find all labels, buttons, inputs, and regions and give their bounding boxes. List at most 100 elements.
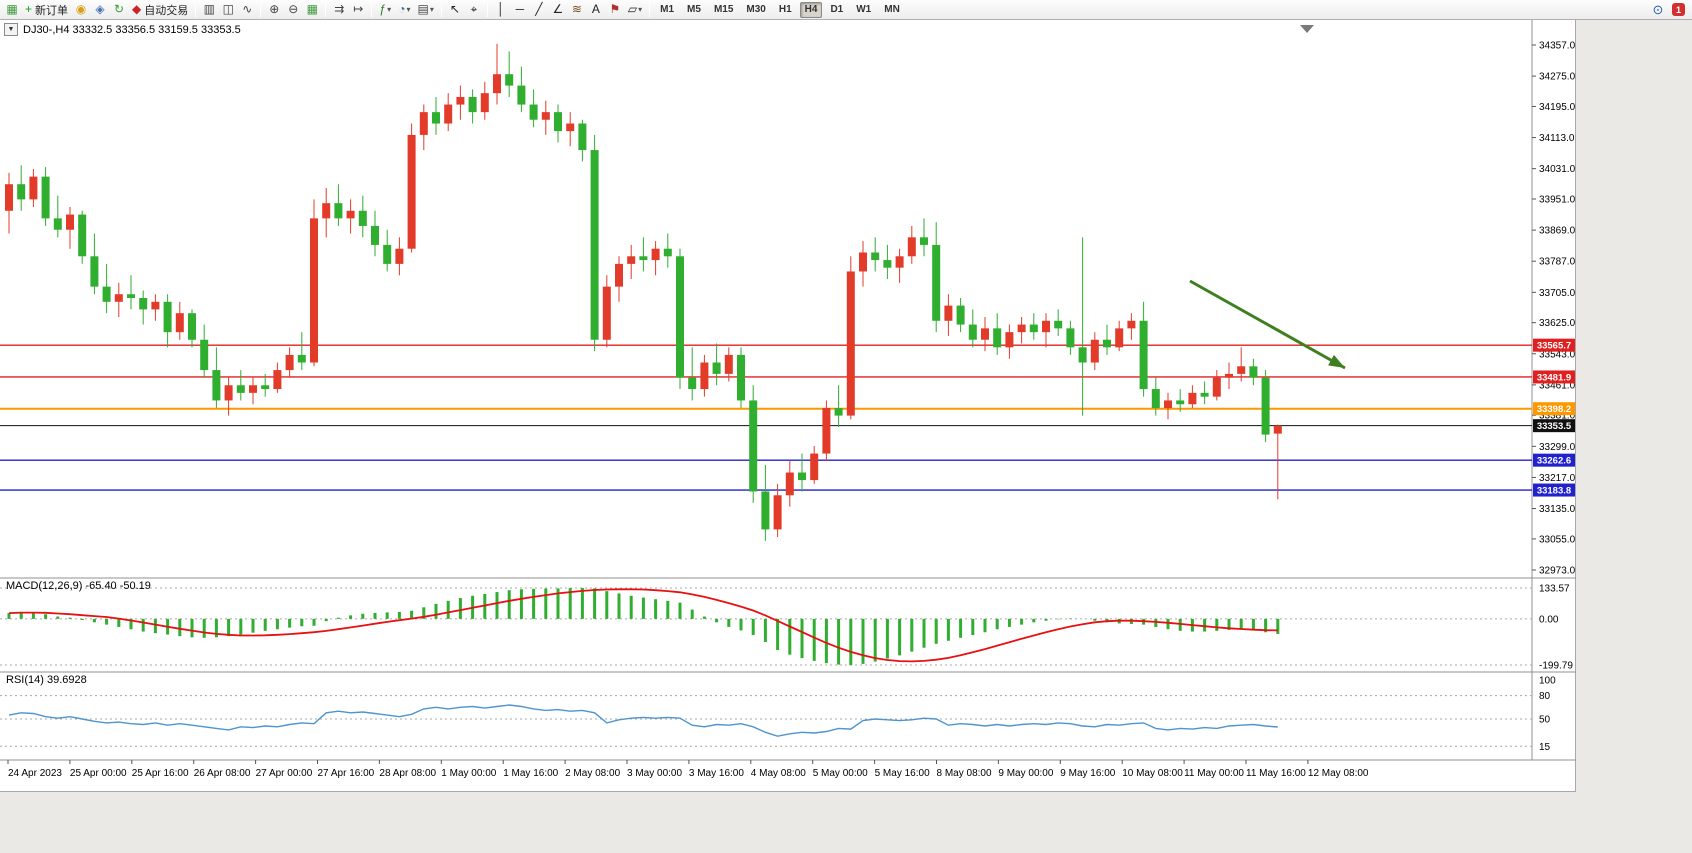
toolbar-separator [486, 2, 488, 17]
timeframe-m1-button[interactable]: M1 [660, 4, 675, 15]
candle-body [188, 313, 196, 340]
candle-body [566, 123, 575, 132]
price-chart[interactable]: 34357.0 34275.0 34195.0 34113.0 34031.0 33951… [0, 20, 1576, 792]
vertical-line-button[interactable]: │ [492, 1, 510, 18]
timeframe-w1-button[interactable]: W1 [856, 4, 872, 15]
candle-body [224, 385, 233, 401]
candle-body [1139, 320, 1148, 390]
notification-badge[interactable]: 1 [1672, 3, 1685, 16]
candle-body [968, 324, 977, 340]
indicators-button[interactable]: ƒ ▾ [376, 1, 394, 18]
new-chart-button[interactable]: ▦ [3, 1, 21, 18]
candle-body [724, 354, 733, 374]
fibonacci-button[interactable]: ≋ [568, 1, 586, 18]
candle-body [1029, 324, 1038, 333]
timeframe-h1-button[interactable]: H1 [778, 4, 792, 15]
candle-body [1115, 328, 1124, 348]
candle-body [944, 305, 953, 321]
macd-signal-line [8, 588, 1278, 663]
time-axis-label: 11 May 16:00 [1246, 768, 1306, 779]
candle-body [200, 339, 209, 371]
candlestick-chart-icon: ◫ [222, 2, 234, 16]
candle-body [346, 210, 355, 219]
candle-body [114, 294, 123, 302]
zoom-in-button[interactable]: ⊕ [265, 1, 283, 18]
auto-scroll-button[interactable]: ⇉ [330, 1, 348, 18]
main-toolbar: ▦ + 新订单 ◉ ◈ ↻ ◆ 自动交易 ▥ ◫ ∿ ⊕ ⊖ ▦ ⇉ ↦ ƒ ▾ ◔ ▾ ▤ ▾ ↖ ⌖ │ ─ ╱ ∠ ≋ A ⚑ ▱ ▾ M1… [0, 0, 1692, 20]
candle-body [834, 408, 843, 416]
macd-scale-label: 133.57 [1539, 584, 1570, 595]
symbol-dropdown-button[interactable]: ▼ [4, 23, 18, 36]
crosshair-button[interactable]: ⌖ [465, 1, 483, 18]
line-chart-button[interactable]: ∿ [238, 1, 256, 18]
candle-body [151, 301, 160, 310]
horizontal-line-button[interactable]: ─ [511, 1, 529, 18]
dropdown-arrow-icon: ▾ [387, 5, 392, 14]
cursor-button[interactable]: ↖ [446, 1, 464, 18]
new-order-button[interactable]: + 新订单 [22, 1, 71, 18]
autotrading-button-label: 自动交易 [144, 4, 189, 17]
candle-body [993, 328, 1002, 348]
trend-arrow-annotation[interactable] [1189, 279, 1348, 373]
resistance-line-lower-badge-label: 33481.9 [1537, 372, 1571, 383]
search-icon-button[interactable]: ⊙ [1652, 1, 1664, 17]
arrows-tool-button[interactable]: ⚑ [606, 1, 624, 18]
candle-body [1212, 377, 1221, 397]
candle-body [907, 237, 916, 257]
resistance-line-upper-badge-label: 33565.7 [1537, 341, 1571, 352]
templates-menu-button[interactable]: ▤ ▾ [415, 1, 437, 18]
trendline-button[interactable]: ╱ [530, 1, 548, 18]
zoom-out-button[interactable]: ⊖ [284, 1, 302, 18]
time-axis-label: 9 May 16:00 [1060, 768, 1115, 779]
price-tick-label: 33787.0 [1539, 257, 1576, 268]
timeframe-m30-button[interactable]: M30 [746, 4, 766, 15]
timeframe-h4-button[interactable]: H4 [799, 1, 823, 18]
tile-windows-button[interactable]: ▦ [303, 1, 321, 18]
market-watch-icon: ◉ [75, 2, 87, 16]
data-window-button[interactable]: ◈ [91, 1, 109, 18]
shapes-button[interactable]: ▱ ▾ [625, 1, 645, 18]
panel-frame [0, 20, 1576, 761]
dropdown-arrow-icon: ▾ [406, 5, 411, 14]
line-chart-icon: ∿ [242, 2, 253, 16]
channel-button[interactable]: ∠ [549, 1, 567, 18]
price-tick-label: 33869.0 [1539, 226, 1576, 237]
candle-body [1225, 373, 1233, 378]
candle-body [1005, 332, 1014, 348]
candlestick-chart-button[interactable]: ◫ [219, 1, 237, 18]
timeframe-d1-button[interactable]: D1 [830, 4, 844, 15]
timeframe-m15-button[interactable]: M15 [713, 4, 734, 15]
current-price-line-badge [1533, 419, 1575, 433]
chart-shift-marker[interactable] [1300, 25, 1314, 33]
candle-body [651, 248, 660, 261]
auto-scroll-icon: ⇉ [334, 2, 345, 16]
timeframe-mn-button[interactable]: MN [884, 4, 900, 15]
time-axis-label: 1 May 00:00 [441, 768, 496, 779]
price-tick-label: 33625.0 [1539, 318, 1576, 329]
autotrading-button[interactable]: ◆ 自动交易 [129, 1, 191, 18]
autotrading-icon: ◆ [132, 2, 142, 16]
macd-label: MACD(12,26,9) -65.40 -50.19 [6, 580, 151, 592]
chart-window[interactable]: 34357.0 34275.0 34195.0 34113.0 34031.0 33951… [0, 20, 1576, 792]
candle-body [785, 472, 794, 496]
candle-body [1042, 320, 1050, 333]
time-axis-label: 3 May 16:00 [689, 768, 744, 779]
periods-menu-button[interactable]: ◔ ▾ [395, 1, 413, 18]
rsi-scale-label: 15 [1539, 742, 1551, 753]
new-order-button-label: 新订单 [35, 4, 69, 17]
bar-chart-button[interactable]: ▥ [200, 1, 218, 18]
toolbar-separator [649, 2, 651, 17]
toolbar-separator [260, 2, 262, 17]
candle-body [395, 248, 404, 264]
price-tick-label: 33135.0 [1539, 504, 1576, 515]
candle-body [529, 104, 538, 120]
text-label-button[interactable]: A [587, 1, 605, 18]
price-tick-label: 33299.0 [1539, 442, 1576, 453]
candle-body [175, 313, 184, 333]
time-axis-label: 26 Apr 08:00 [194, 768, 251, 779]
refresh-button[interactable]: ↻ [110, 1, 128, 18]
market-watch-button[interactable]: ◉ [72, 1, 90, 18]
macd-scale-label: -199.79 [1539, 661, 1573, 672]
chart-shift-button[interactable]: ↦ [349, 1, 367, 18]
timeframe-m5-button[interactable]: M5 [687, 4, 701, 15]
